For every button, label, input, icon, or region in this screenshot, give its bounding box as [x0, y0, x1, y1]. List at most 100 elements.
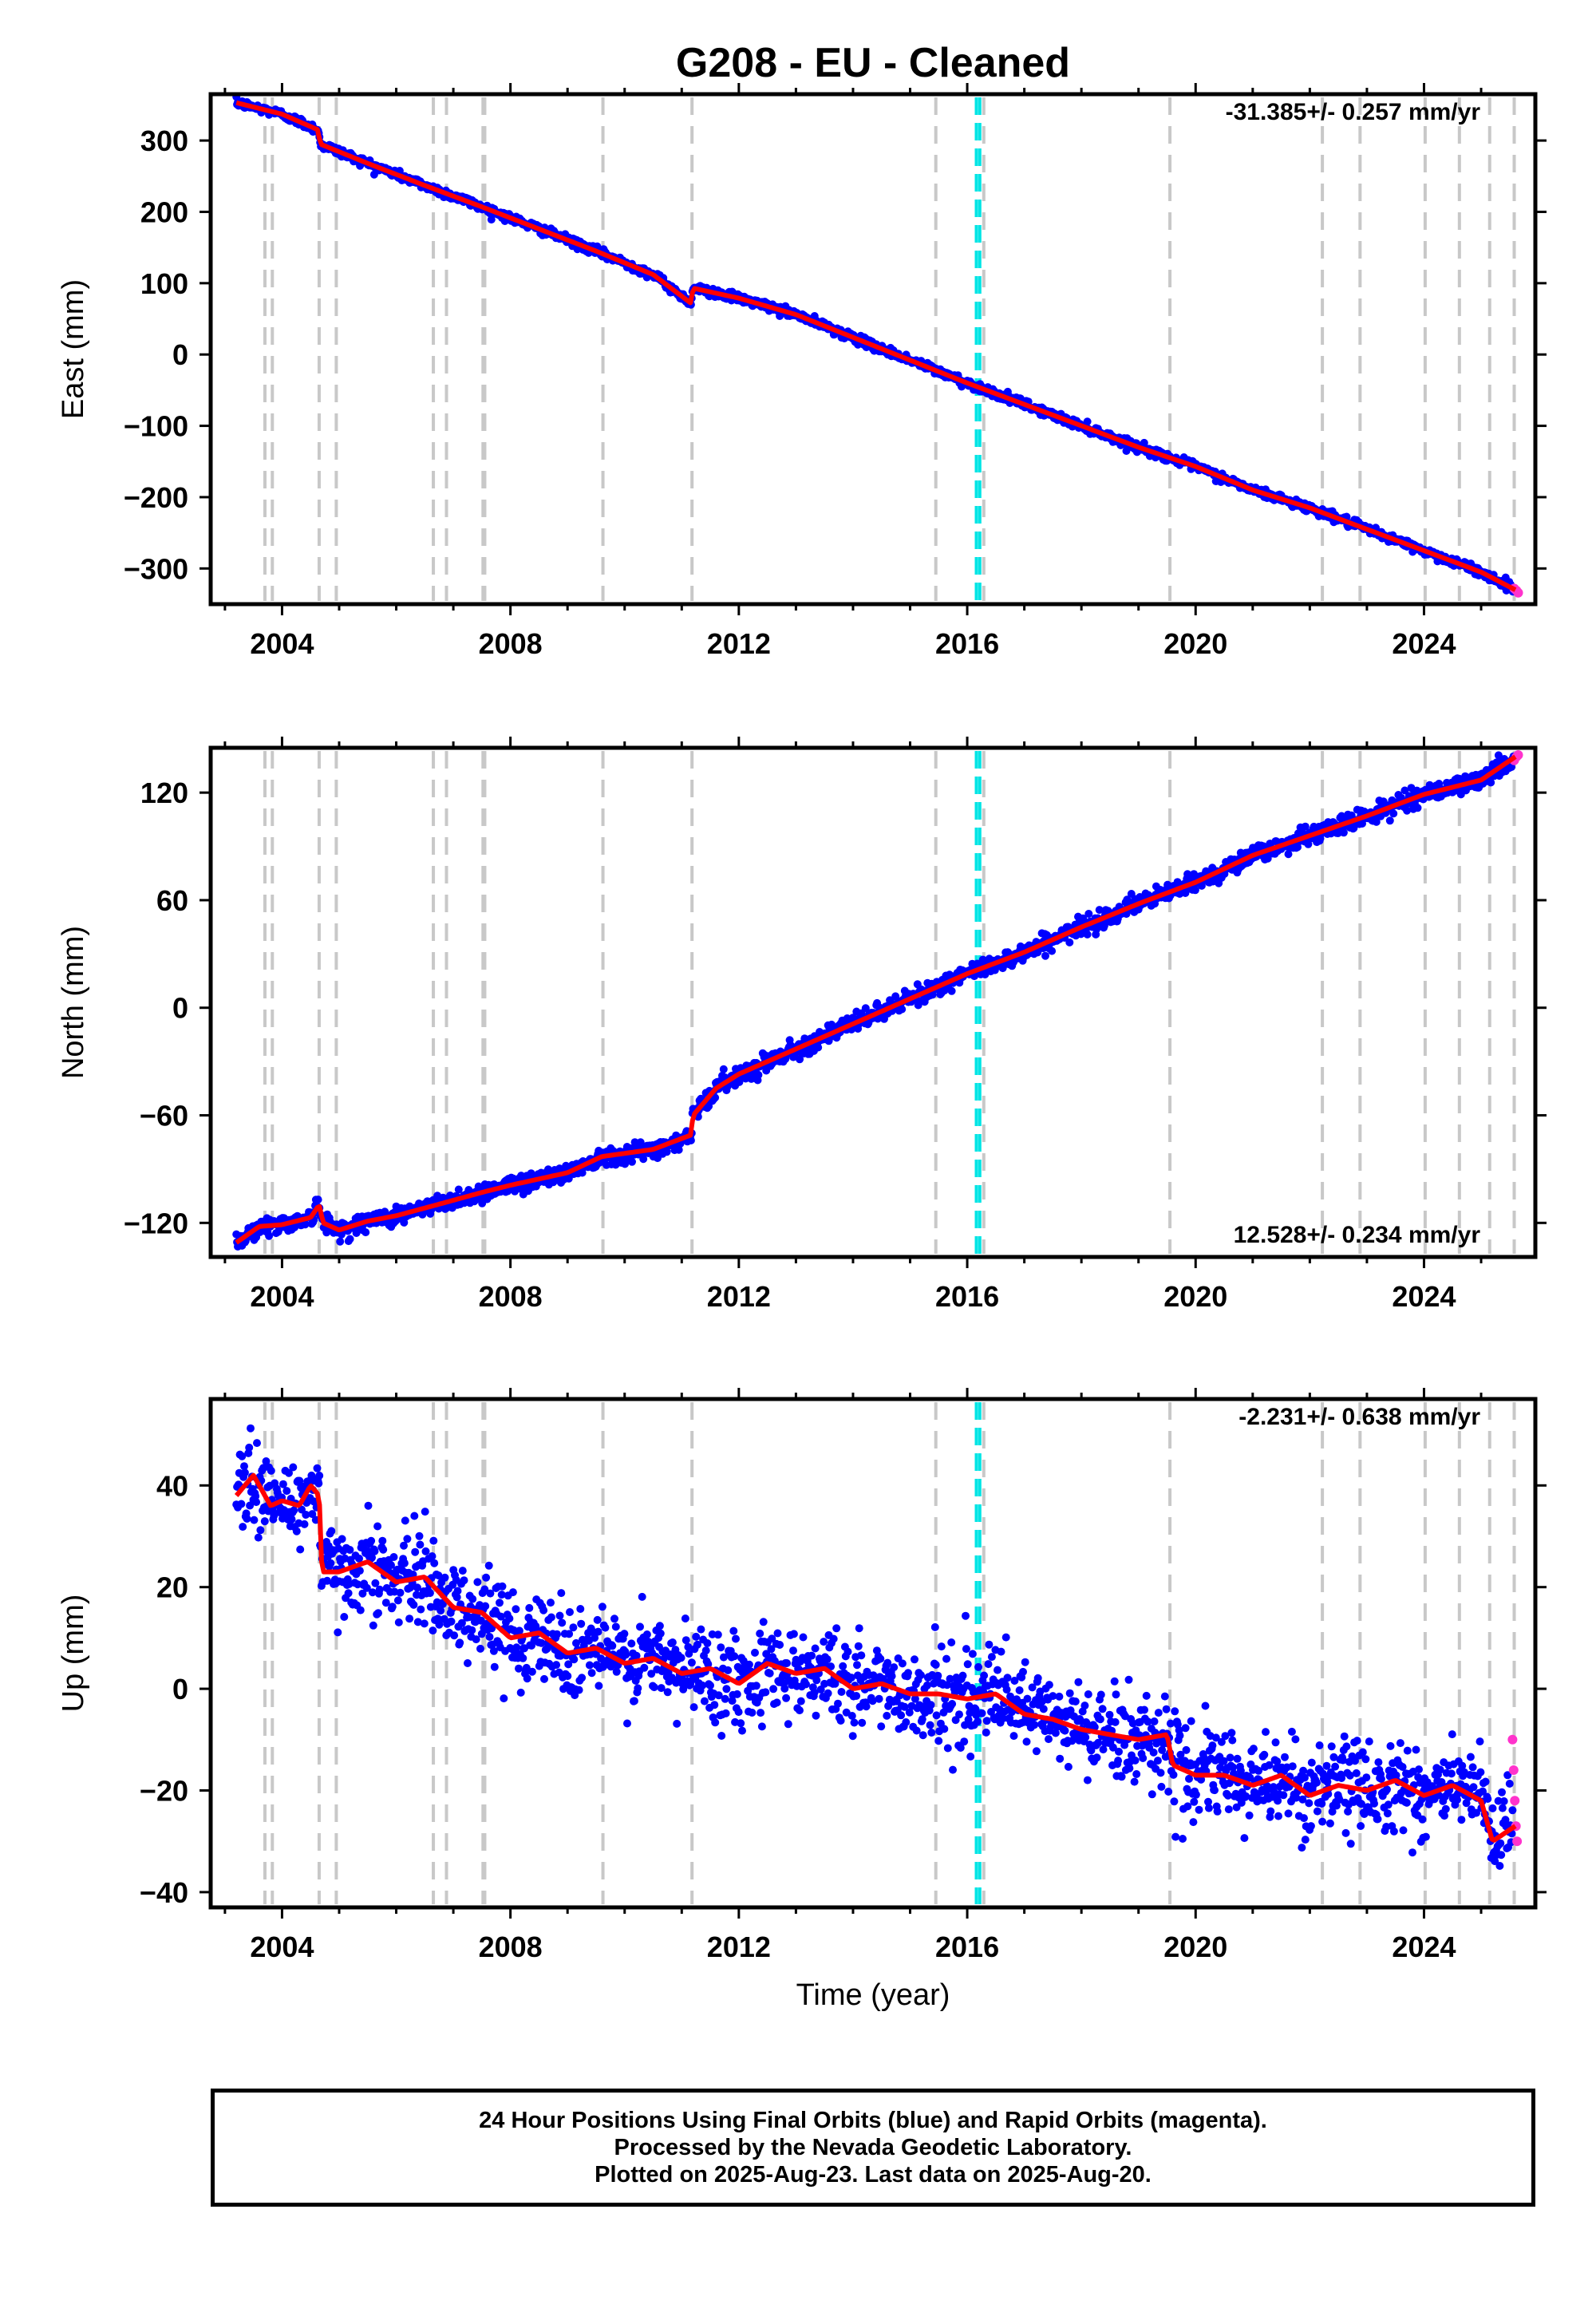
panels: 2004 2008 2012 2016 2020 20243002001000−100−2… [57, 83, 1547, 1963]
data-point [239, 1523, 247, 1531]
plot-frame [208, 745, 1538, 1259]
data-point [292, 1527, 301, 1535]
data-point [578, 1674, 587, 1682]
y-tick-label: −120 [124, 1207, 188, 1239]
data-point [452, 1593, 461, 1602]
data-point [486, 1589, 495, 1598]
data-point [708, 1630, 717, 1638]
data-point [355, 1554, 363, 1563]
data-point [940, 1725, 949, 1733]
data-point [285, 1468, 293, 1477]
data-point [663, 1688, 672, 1697]
data-point [295, 1476, 304, 1485]
data-point [237, 1500, 246, 1508]
final-orbit-points [232, 1424, 1517, 1870]
data-point [254, 1533, 263, 1542]
data-point [632, 1651, 641, 1660]
data-point [1095, 906, 1104, 915]
data-point [420, 1619, 429, 1628]
x-tick-label: 2016 [935, 627, 999, 660]
data-point [971, 1705, 980, 1713]
data-point [429, 1626, 437, 1635]
data-point [820, 1638, 828, 1646]
data-point [1304, 840, 1313, 848]
panel-north: 2004 2008 2012 2016 2020 2024120600−60−120Nor… [57, 737, 1547, 1313]
figure-title: G208 - EU - Cleaned [676, 40, 1070, 86]
data-point [1083, 930, 1092, 939]
data-point [1372, 817, 1381, 826]
data-point [1039, 1705, 1048, 1713]
data-point [552, 1661, 561, 1670]
data-point [611, 1622, 620, 1631]
data-point [765, 1669, 774, 1678]
data-point [829, 1634, 838, 1643]
data-point [857, 1651, 866, 1660]
data-point [639, 1155, 648, 1164]
data-point [570, 1655, 579, 1664]
x-tick-label: 2024 [1392, 627, 1456, 660]
data-point [516, 1688, 525, 1697]
y-tick-label: 60 [156, 884, 188, 917]
y-tick-label: 0 [172, 992, 188, 1025]
data-point [246, 1501, 255, 1510]
data-point [861, 1004, 870, 1013]
data-point [240, 1468, 249, 1477]
data-point [413, 1618, 422, 1626]
data-point [1061, 1726, 1069, 1735]
data-point [1015, 1686, 1024, 1694]
data-point [434, 1571, 443, 1580]
data-point [918, 1715, 926, 1724]
data-point [1055, 1692, 1064, 1701]
data-point [608, 1642, 617, 1650]
data-point [379, 1545, 388, 1554]
data-point [974, 1717, 982, 1726]
data-point [713, 1630, 722, 1639]
data-point [403, 1535, 412, 1543]
data-point [911, 1694, 919, 1703]
data-point [409, 1600, 418, 1609]
data-point [1022, 1737, 1031, 1746]
data-point [368, 1553, 376, 1562]
y-tick-label: −60 [140, 1100, 188, 1132]
data-point [1051, 1729, 1060, 1737]
data-point [594, 1627, 602, 1636]
data-point [457, 1618, 466, 1627]
data-point [997, 1647, 1005, 1656]
data-point [714, 1691, 723, 1700]
data-point [837, 1688, 846, 1696]
data-point [287, 1515, 296, 1524]
data-point [358, 1589, 367, 1598]
data-point [279, 1480, 287, 1488]
data-point [610, 1614, 618, 1623]
data-point [1021, 1658, 1029, 1666]
data-point [373, 1522, 382, 1531]
data-point [566, 1608, 574, 1616]
data-point [687, 1658, 696, 1667]
data-point [854, 1642, 863, 1650]
data-point [931, 1661, 940, 1669]
data-point [693, 1640, 701, 1649]
data-point [883, 1711, 891, 1720]
data-point [450, 1631, 459, 1640]
data-point [656, 1629, 665, 1638]
data-point [1339, 828, 1348, 837]
x-tick-label: 2024 [1392, 1280, 1456, 1313]
x-tick-label: 2004 [250, 627, 314, 660]
data-point [588, 1627, 597, 1636]
data-point [389, 1553, 398, 1561]
data-point [488, 1624, 496, 1633]
plot-frame [208, 92, 1538, 607]
data-point [508, 1588, 517, 1597]
data-point [413, 1583, 421, 1592]
data-point [958, 1671, 967, 1680]
data-point [679, 1685, 688, 1694]
data-point [381, 1599, 390, 1607]
data-point [447, 1617, 456, 1626]
data-point [942, 1654, 950, 1663]
data-point [421, 1508, 429, 1516]
y-tick-label: 300 [140, 124, 188, 157]
data-point [752, 1682, 760, 1690]
data-point [1041, 951, 1049, 960]
data-point [947, 986, 956, 995]
data-point [650, 1683, 658, 1692]
